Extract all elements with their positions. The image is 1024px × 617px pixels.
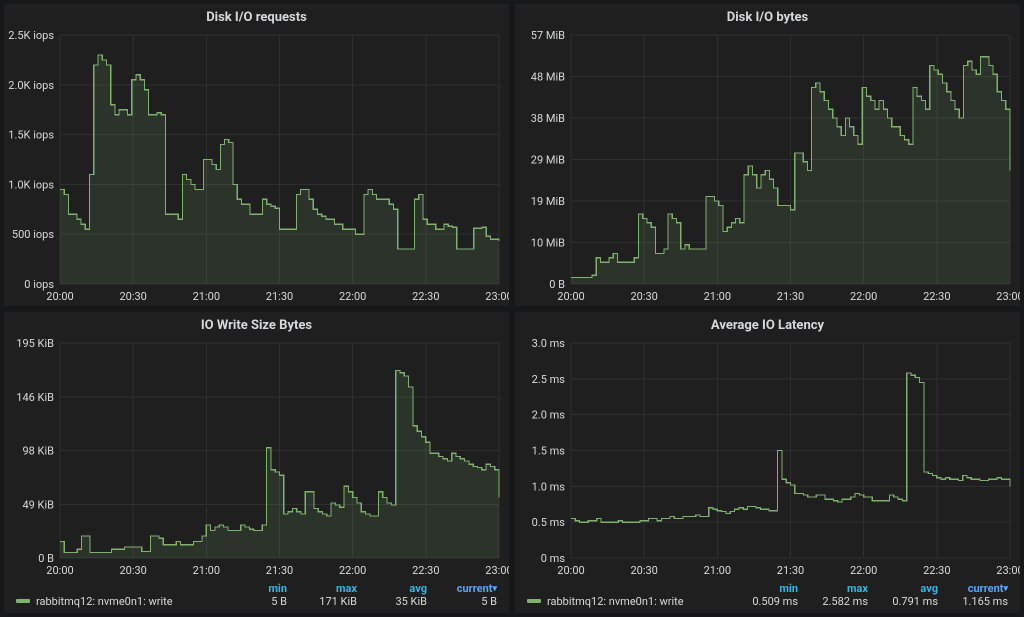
svg-text:0.5 ms: 0.5 ms [532,516,566,529]
panel-title: Disk I/O requests [4,4,509,27]
svg-text:22:30: 22:30 [923,290,950,303]
svg-text:22:00: 22:00 [339,290,366,303]
svg-text:1.5 ms: 1.5 ms [532,444,566,457]
legend-header: min max avg current▾ [16,582,497,595]
svg-text:20:00: 20:00 [46,290,73,303]
svg-text:22:30: 22:30 [923,564,950,577]
legend-val-current: 1.165 ms [938,595,1008,608]
svg-text:195 KiB: 195 KiB [16,337,54,350]
svg-text:20:30: 20:30 [630,564,657,577]
legend-series-label: rabbitmq12: nvme0n1: write [547,595,728,608]
legend-val-min: 5 B [217,595,287,608]
legend-col-current[interactable]: current▾ [427,582,497,595]
legend-series-row[interactable]: rabbitmq12: nvme0n1: write 5 B 171 KiB 3… [16,595,497,608]
legend: min max avg current▾ rabbitmq12: nvme0n1… [515,580,1020,614]
svg-text:1.0 ms: 1.0 ms [532,480,566,493]
svg-text:20:30: 20:30 [630,290,657,303]
svg-text:21:00: 21:00 [704,564,731,577]
sort-desc-icon: ▾ [492,584,497,594]
svg-text:23:00: 23:00 [485,564,509,577]
svg-text:3.0 ms: 3.0 ms [532,337,566,350]
sort-desc-icon: ▾ [1003,584,1008,594]
legend-col-min[interactable]: min [728,582,798,595]
panel-title: Average IO Latency [515,312,1020,335]
svg-text:20:30: 20:30 [119,564,146,577]
svg-text:20:30: 20:30 [119,290,146,303]
legend-val-avg: 35 KiB [357,595,427,608]
svg-text:22:30: 22:30 [412,290,439,303]
panel-io-write-size-bytes[interactable]: IO Write Size Bytes 0 B49 KiB98 KiB146 K… [4,312,509,614]
chart-area[interactable]: 0 B10 MiB19 MiB29 MiB38 MiB48 MiB57 MiB2… [515,27,1020,306]
svg-text:2.5 ms: 2.5 ms [532,372,566,385]
legend-series-row[interactable]: rabbitmq12: nvme0n1: write 0.509 ms 2.58… [527,595,1008,608]
legend-series-label: rabbitmq12: nvme0n1: write [36,595,217,608]
svg-text:22:00: 22:00 [339,564,366,577]
legend-val-max: 171 KiB [287,595,357,608]
legend-col-max[interactable]: max [287,582,357,595]
svg-text:2.5K iops: 2.5K iops [8,29,54,42]
chart-area[interactable]: 0 ms0.5 ms1.0 ms1.5 ms2.0 ms2.5 ms3.0 ms… [515,335,1020,580]
legend-col-min[interactable]: min [217,582,287,595]
legend-col-avg[interactable]: avg [357,582,427,595]
svg-text:22:00: 22:00 [850,290,877,303]
svg-text:21:30: 21:30 [777,564,804,577]
svg-text:98 KiB: 98 KiB [22,444,54,457]
svg-text:19 MiB: 19 MiB [531,195,565,208]
panel-disk-io-bytes[interactable]: Disk I/O bytes 0 B10 MiB19 MiB29 MiB38 M… [515,4,1020,306]
svg-text:21:00: 21:00 [193,290,220,303]
svg-text:2.0 ms: 2.0 ms [532,408,566,421]
svg-text:1.5K iops: 1.5K iops [8,129,54,142]
panel-title: IO Write Size Bytes [4,312,509,335]
svg-text:49 KiB: 49 KiB [22,498,54,511]
chart-area[interactable]: 0 iops500 iops1.0K iops1.5K iops2.0K iop… [4,27,509,306]
legend-col-avg[interactable]: avg [868,582,938,595]
svg-text:23:00: 23:00 [485,290,509,303]
legend-val-current: 5 B [427,595,497,608]
svg-text:21:00: 21:00 [704,290,731,303]
svg-text:29 MiB: 29 MiB [531,154,565,167]
legend-swatch [527,599,541,603]
legend-val-max: 2.582 ms [798,595,868,608]
legend-val-min: 0.509 ms [728,595,798,608]
legend-col-max[interactable]: max [798,582,868,595]
svg-text:20:00: 20:00 [557,564,584,577]
svg-text:20:00: 20:00 [557,290,584,303]
svg-text:23:00: 23:00 [996,564,1020,577]
svg-text:38 MiB: 38 MiB [531,112,565,125]
dashboard-grid: Disk I/O requests 0 iops500 iops1.0K iop… [0,0,1024,617]
svg-text:57 MiB: 57 MiB [531,29,565,42]
svg-text:20:00: 20:00 [46,564,73,577]
panel-average-io-latency[interactable]: Average IO Latency 0 ms0.5 ms1.0 ms1.5 m… [515,312,1020,614]
chart-area[interactable]: 0 B49 KiB98 KiB146 KiB195 KiB20:0020:302… [4,335,509,580]
svg-text:21:30: 21:30 [266,290,293,303]
legend-swatch [16,599,30,603]
svg-text:21:30: 21:30 [777,290,804,303]
svg-text:10 MiB: 10 MiB [531,237,565,250]
legend: min max avg current▾ rabbitmq12: nvme0n1… [4,580,509,614]
svg-text:500 iops: 500 iops [12,228,54,241]
panel-title: Disk I/O bytes [515,4,1020,27]
svg-text:22:00: 22:00 [850,564,877,577]
legend-col-current[interactable]: current▾ [938,582,1008,595]
svg-text:23:00: 23:00 [996,290,1020,303]
svg-text:21:30: 21:30 [266,564,293,577]
svg-text:22:30: 22:30 [412,564,439,577]
legend-header: min max avg current▾ [527,582,1008,595]
svg-text:1.0K iops: 1.0K iops [8,178,54,191]
svg-text:48 MiB: 48 MiB [531,71,565,84]
svg-text:146 KiB: 146 KiB [16,390,54,403]
svg-text:2.0K iops: 2.0K iops [8,79,54,92]
legend-val-avg: 0.791 ms [868,595,938,608]
panel-disk-io-requests[interactable]: Disk I/O requests 0 iops500 iops1.0K iop… [4,4,509,306]
svg-text:21:00: 21:00 [193,564,220,577]
